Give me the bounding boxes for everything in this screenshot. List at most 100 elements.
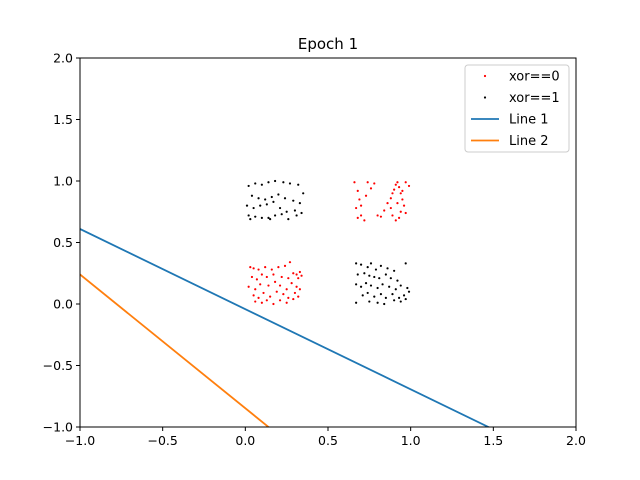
scatter-point-xor-1-60: [394, 288, 397, 291]
scatter-point-xor-0-53: [369, 187, 373, 190]
scatter-point-xor-0-13: [265, 275, 268, 279]
scatter-point-xor-0-22: [259, 283, 262, 286]
scatter-point-xor-0-17: [292, 272, 295, 275]
series-line-2: [80, 273, 270, 427]
scatter-point-xor-0-8: [295, 273, 298, 276]
scatter-point-xor-0-61: [393, 188, 396, 191]
scatter-point-xor-1-2: [260, 183, 263, 186]
y-tick-label: −1.0: [43, 420, 73, 435]
scatter-point-xor-0-76: [359, 204, 363, 207]
scatter-point-xor-1-33: [295, 214, 298, 217]
scatter-point-xor-1-62: [406, 286, 409, 290]
scatter-point-xor-0-34: [275, 290, 278, 293]
scatter-point-xor-0-29: [298, 288, 301, 291]
scatter-point-xor-1-39: [369, 262, 373, 265]
scatter-point-xor-1-43: [393, 269, 396, 272]
scatter-point-xor-0-3: [264, 266, 267, 269]
scatter-point-xor-0-12: [260, 273, 263, 276]
scatter-point-xor-1-44: [404, 262, 407, 265]
scatter-point-xor-1-64: [366, 291, 369, 295]
scatter-point-xor-0-74: [407, 184, 411, 188]
scatter-point-xor-0-24: [273, 280, 277, 283]
scatter-point-xor-1-67: [384, 296, 387, 299]
scatter-point-xor-0-69: [397, 216, 401, 219]
scatter-point-xor-0-49: [355, 206, 358, 210]
scatter-point-xor-1-53: [355, 283, 358, 286]
scatter-point-xor-1-56: [369, 284, 373, 287]
scatter-point-xor-0-38: [297, 295, 300, 298]
scatter-point-xor-1-9: [250, 194, 254, 197]
scatter-point-xor-1-37: [359, 263, 363, 266]
scatter-point-xor-1-34: [249, 218, 252, 221]
scatter-point-xor-1-5: [282, 181, 285, 184]
scatter-point-xor-1-27: [254, 215, 257, 218]
scatter-point-xor-1-77: [407, 290, 411, 293]
scatter-point-xor-0-62: [394, 183, 397, 186]
scatter-point-xor-0-65: [399, 192, 402, 195]
scatter-point-xor-0-47: [356, 189, 359, 192]
scatter-point-xor-1-65: [373, 295, 376, 298]
legend: xor==0 xor==1 Line 1 Line 2: [464, 64, 570, 153]
scatter-point-xor-1-38: [366, 266, 369, 269]
scatter-point-xor-0-27: [290, 281, 293, 285]
scatter-point-xor-0-42: [272, 302, 275, 306]
scatter-point-xor-1-42: [386, 267, 389, 270]
x-tick-label: 2.0: [566, 433, 586, 448]
x-tick-label: 1.0: [401, 433, 421, 448]
legend-marker-xor-1: [483, 96, 487, 99]
scatter-point-xor-0-72: [389, 206, 392, 210]
scatter-point-xor-0-75: [401, 189, 404, 192]
scatter-point-xor-1-23: [285, 210, 288, 213]
scatter-point-xor-0-63: [396, 181, 399, 184]
scatter-point-xor-1-75: [399, 300, 402, 303]
scatter-point-xor-0-46: [353, 181, 356, 184]
scatter-point-xor-1-26: [247, 214, 250, 217]
scatter-point-xor-1-52: [396, 279, 399, 282]
scatter-point-xor-1-73: [376, 301, 379, 304]
series-line-1: [80, 227, 490, 427]
scatter-point-xor-1-76: [404, 297, 407, 301]
scatter-point-xor-1-69: [397, 296, 401, 299]
scatter-point-xor-1-22: [278, 206, 282, 210]
scatter-point-xor-1-24: [293, 209, 297, 212]
scatter-point-xor-1-54: [359, 285, 363, 288]
x-tick-label: −1.0: [65, 433, 95, 448]
y-tick-label: −0.5: [43, 358, 73, 373]
scatter-point-xor-0-80: [396, 202, 399, 205]
x-tick-label: 1.5: [483, 433, 503, 448]
scatter-point-xor-1-12: [270, 195, 273, 199]
legend-label-xor-1: xor==1: [509, 91, 560, 106]
scatter-point-xor-1-48: [373, 275, 376, 279]
scatter-point-xor-0-48: [358, 198, 361, 201]
scatter-point-xor-0-4: [270, 268, 273, 271]
scatter-point-xor-0-0: [249, 266, 252, 269]
scatter-point-xor-0-2: [257, 268, 260, 271]
scatter-point-xor-1-4: [273, 179, 277, 183]
scatter-point-xor-0-23: [267, 284, 270, 287]
scatter-point-xor-1-66: [379, 293, 383, 296]
x-tick-label: 0.5: [318, 433, 338, 448]
scatter-point-xor-0-19: [300, 274, 303, 277]
scatter-point-xor-0-57: [383, 209, 386, 212]
y-tick-label: 0.5: [53, 235, 73, 250]
scatter-point-xor-0-28: [295, 285, 298, 288]
scatter-point-xor-1-7: [297, 183, 300, 186]
scatter-point-xor-1-32: [287, 218, 290, 221]
scatter-point-xor-1-14: [283, 197, 287, 200]
scatter-point-xor-0-66: [401, 198, 404, 201]
legend-label-xor-0: xor==0: [509, 70, 560, 85]
scatter-point-xor-1-31: [280, 213, 283, 216]
x-tick-label: −0.5: [147, 433, 177, 448]
scatter-point-xor-1-35: [269, 218, 272, 221]
scatter-point-xor-0-50: [359, 214, 363, 217]
scatter-point-xor-0-40: [260, 301, 263, 304]
scatter-point-xor-0-43: [278, 299, 282, 302]
scatter-point-xor-0-21: [254, 288, 257, 291]
y-tick-label: 0.0: [53, 297, 73, 312]
scatter-point-xor-1-10: [257, 197, 260, 200]
scatter-point-xor-0-15: [280, 275, 283, 279]
scatter-point-xor-0-78: [364, 194, 368, 197]
scatter-point-xor-0-55: [376, 214, 379, 217]
scatter-point-xor-0-77: [356, 216, 359, 219]
scatter-point-xor-0-73: [404, 181, 407, 184]
